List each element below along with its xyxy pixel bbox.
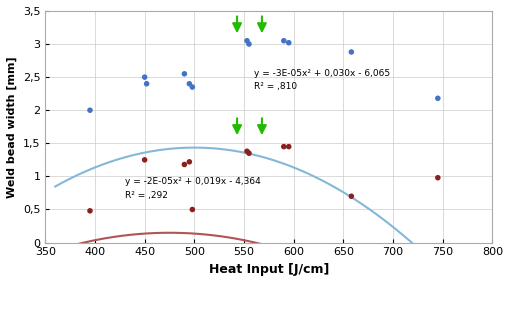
Text: y = -2E-05x² + 0,019x - 4,364: y = -2E-05x² + 0,019x - 4,364 <box>125 177 260 186</box>
Point <box>140 75 149 80</box>
Point <box>143 81 151 86</box>
Point <box>433 175 441 180</box>
Point <box>347 194 355 199</box>
Y-axis label: Weld bead width [mm]: Weld bead width [mm] <box>7 56 17 197</box>
Point <box>242 38 250 43</box>
Point <box>188 207 196 212</box>
X-axis label: Heat Input [J/cm]: Heat Input [J/cm] <box>208 263 328 276</box>
Point <box>188 85 196 90</box>
Point <box>279 144 287 149</box>
Point <box>347 49 355 54</box>
Point <box>185 159 193 164</box>
Point <box>244 42 252 47</box>
Point <box>86 208 94 213</box>
Point <box>244 151 252 156</box>
Point <box>284 40 292 45</box>
Point <box>433 96 441 101</box>
Text: R² = ,292: R² = ,292 <box>125 191 167 200</box>
Text: y = -3E-05x² + 0,030x - 6,065: y = -3E-05x² + 0,030x - 6,065 <box>253 69 389 78</box>
Point <box>140 157 149 162</box>
Point <box>279 38 287 43</box>
Point <box>180 162 188 167</box>
Point <box>242 149 250 154</box>
Point <box>284 144 292 149</box>
Point <box>185 81 193 86</box>
Point <box>86 108 94 113</box>
Point <box>180 71 188 76</box>
Text: R² = ,810: R² = ,810 <box>253 82 297 91</box>
